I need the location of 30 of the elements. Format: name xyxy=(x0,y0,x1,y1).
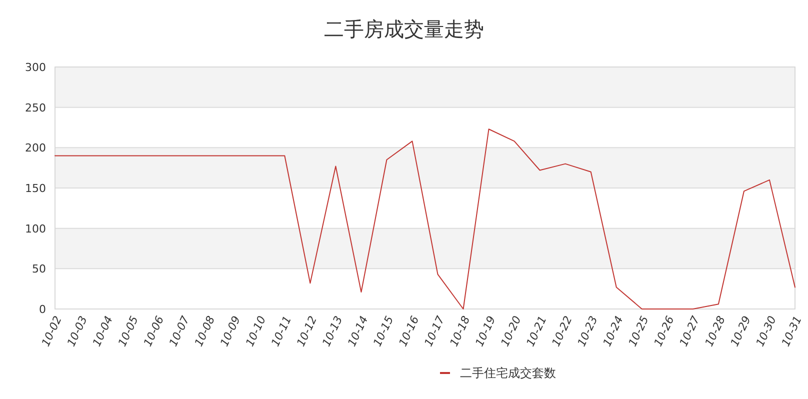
x-tick-label: 10-24 xyxy=(600,314,626,349)
y-tick-label: 50 xyxy=(32,262,46,276)
title: 二手房成交量走势 xyxy=(324,17,484,41)
y-tick-label: 0 xyxy=(39,303,46,316)
x-tick-label: 10-27 xyxy=(677,314,702,349)
x-tick-label: 10-23 xyxy=(575,314,600,349)
x-tick-label: 10-29 xyxy=(728,314,754,349)
y-tick-label: 300 xyxy=(25,61,46,74)
x-tick-label: 10-03 xyxy=(64,314,90,349)
x-tick-label: 10-20 xyxy=(498,314,524,349)
x-tick-label: 10-16 xyxy=(396,314,422,349)
y-tick-label: 150 xyxy=(25,182,46,195)
x-tick-label: 10-15 xyxy=(370,314,396,349)
legend-label: 二手住宅成交套数 xyxy=(460,366,556,380)
x-tick-label: 10-04 xyxy=(90,314,116,349)
x-tick-label: 10-13 xyxy=(320,314,346,349)
y-tick-label: 200 xyxy=(25,142,46,155)
y-tick-label: 250 xyxy=(25,101,46,114)
x-tick-label: 10-28 xyxy=(702,314,728,349)
x-tick-label: 10-17 xyxy=(422,314,448,349)
x-tick-label: 10-09 xyxy=(218,314,244,349)
y-tick-label: 100 xyxy=(25,222,46,236)
x-tick-label: 10-30 xyxy=(754,314,779,349)
x-tick-label: 10-18 xyxy=(447,314,473,349)
x-tick-label: 10-07 xyxy=(166,314,192,349)
x-tick-label: 10-05 xyxy=(116,314,142,349)
x-tick-label: 10-10 xyxy=(243,314,269,349)
x-tick-label: 10-25 xyxy=(626,314,652,349)
x-tick-label: 10-19 xyxy=(472,314,498,349)
x-tick-label: 10-26 xyxy=(652,314,677,349)
